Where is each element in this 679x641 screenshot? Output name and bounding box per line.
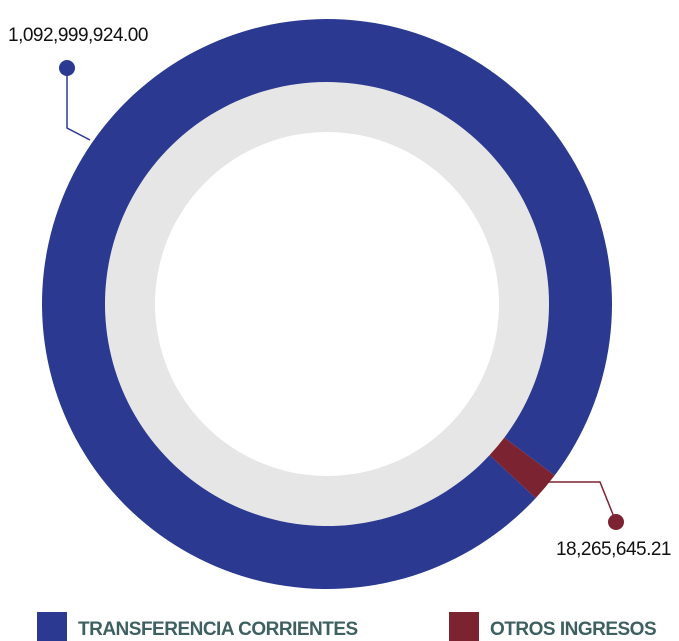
value-label: 1,092,999,924.00	[8, 25, 148, 46]
legend-swatch	[37, 612, 67, 641]
legend-label: TRANSFERENCIA CORRIENTES	[78, 619, 358, 640]
legend-swatch	[449, 612, 479, 641]
inner-hole	[155, 132, 499, 476]
leader-line	[540, 481, 617, 523]
leader-dot	[608, 514, 624, 530]
legend-label: OTROS INGRESOS	[490, 619, 656, 640]
donut-slice	[489, 437, 555, 499]
value-label: 18,265,645.21	[556, 539, 671, 560]
leader-dot	[59, 60, 75, 76]
leader-line	[66, 68, 91, 141]
